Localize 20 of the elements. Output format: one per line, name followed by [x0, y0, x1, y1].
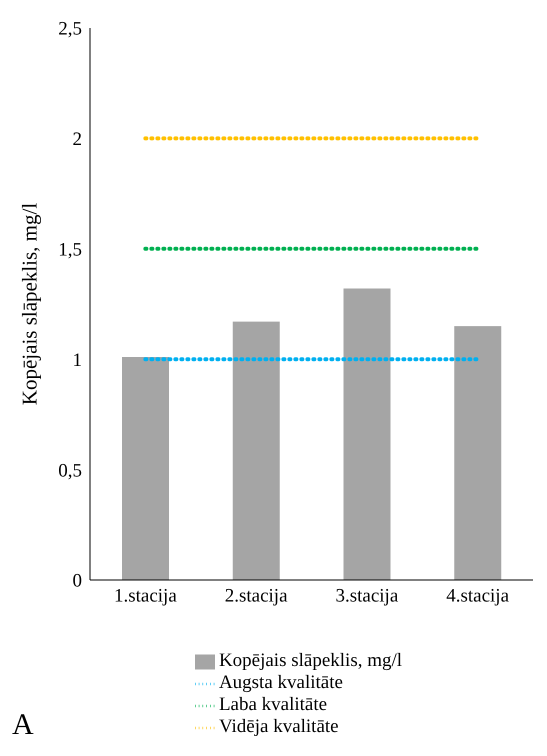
bar	[232, 322, 280, 580]
legend-label: Augsta kvalitāte	[218, 672, 343, 693]
y-tick-label: 0,5	[58, 460, 82, 482]
y-tick-label: 2,5	[58, 18, 82, 40]
legend-label: Vidēja kvalitāte	[218, 716, 339, 737]
bar	[454, 326, 502, 580]
text: A	[12, 708, 34, 742]
legend-label: Laba kvalitāte	[218, 694, 328, 715]
y-axis-title: Kopējais slāpeklis, mg/l	[17, 202, 42, 406]
y-tick-label: 1	[72, 350, 82, 371]
legend-label: Kopējais slāpeklis, mg/l	[218, 650, 402, 671]
x-tick-label: 1.stacija	[114, 585, 178, 606]
x-tick-label: 3.stacija	[335, 585, 399, 606]
y-tick-label: 0	[72, 570, 82, 592]
bar	[344, 288, 390, 580]
x-tick-label: 2.stacija	[224, 585, 288, 606]
y-tick-label: 2	[72, 129, 82, 150]
bar	[122, 356, 169, 580]
y-tick-label: 1,5	[58, 240, 82, 261]
x-tick-label: 4.stacija	[446, 585, 510, 606]
